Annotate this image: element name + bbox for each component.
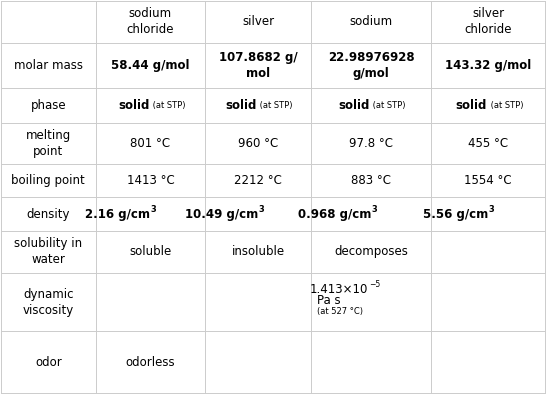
Text: 3: 3 xyxy=(151,205,156,214)
Text: insoluble: insoluble xyxy=(232,245,284,258)
Text: 5.56 g/cm: 5.56 g/cm xyxy=(423,208,488,221)
Text: 1.413×10: 1.413×10 xyxy=(310,283,369,296)
Text: silver
chloride: silver chloride xyxy=(464,7,512,36)
Text: odor: odor xyxy=(35,356,62,369)
Text: molar mass: molar mass xyxy=(14,59,83,72)
Text: 455 °C: 455 °C xyxy=(468,137,508,150)
Text: phase: phase xyxy=(31,99,66,112)
Text: solid: solid xyxy=(225,99,257,112)
Text: 3: 3 xyxy=(488,205,494,214)
Text: 10.49 g/cm: 10.49 g/cm xyxy=(185,208,258,221)
Text: 1554 °C: 1554 °C xyxy=(464,174,512,187)
Text: solubility in
water: solubility in water xyxy=(14,238,82,266)
Text: 883 °C: 883 °C xyxy=(351,174,391,187)
Text: (at 527 °C): (at 527 °C) xyxy=(317,307,363,316)
Text: 97.8 °C: 97.8 °C xyxy=(349,137,393,150)
Text: (at STP): (at STP) xyxy=(488,101,523,110)
Text: 143.32 g/mol: 143.32 g/mol xyxy=(445,59,531,72)
Text: odorless: odorless xyxy=(126,356,175,369)
Text: (at STP): (at STP) xyxy=(258,101,293,110)
Text: soluble: soluble xyxy=(129,245,171,258)
Text: solid: solid xyxy=(339,99,370,112)
Text: solid: solid xyxy=(118,99,150,112)
Text: 2.16 g/cm: 2.16 g/cm xyxy=(86,208,151,221)
Text: 107.8682 g/
mol: 107.8682 g/ mol xyxy=(219,51,298,80)
Text: (at STP): (at STP) xyxy=(371,101,406,110)
Text: sodium: sodium xyxy=(349,15,393,28)
Text: boiling point: boiling point xyxy=(11,174,85,187)
Text: 22.98976928
g/mol: 22.98976928 g/mol xyxy=(328,51,414,80)
Text: density: density xyxy=(27,208,70,221)
Text: decomposes: decomposes xyxy=(334,245,408,258)
Text: 2212 °C: 2212 °C xyxy=(234,174,282,187)
Text: 3: 3 xyxy=(258,205,264,214)
Text: Pa s: Pa s xyxy=(317,294,340,307)
Text: 801 °C: 801 °C xyxy=(130,137,170,150)
Text: silver: silver xyxy=(242,15,274,28)
Text: 1413 °C: 1413 °C xyxy=(127,174,174,187)
Text: dynamic
viscosity: dynamic viscosity xyxy=(23,288,74,317)
Text: melting
point: melting point xyxy=(26,129,71,158)
Text: sodium
chloride: sodium chloride xyxy=(127,7,174,36)
Text: 58.44 g/mol: 58.44 g/mol xyxy=(111,59,189,72)
Text: 960 °C: 960 °C xyxy=(238,137,278,150)
Text: −5: −5 xyxy=(369,280,380,289)
Text: (at STP): (at STP) xyxy=(150,101,186,110)
Text: solid: solid xyxy=(456,99,487,112)
Text: 0.968 g/cm: 0.968 g/cm xyxy=(298,208,371,221)
Text: 3: 3 xyxy=(371,205,377,214)
